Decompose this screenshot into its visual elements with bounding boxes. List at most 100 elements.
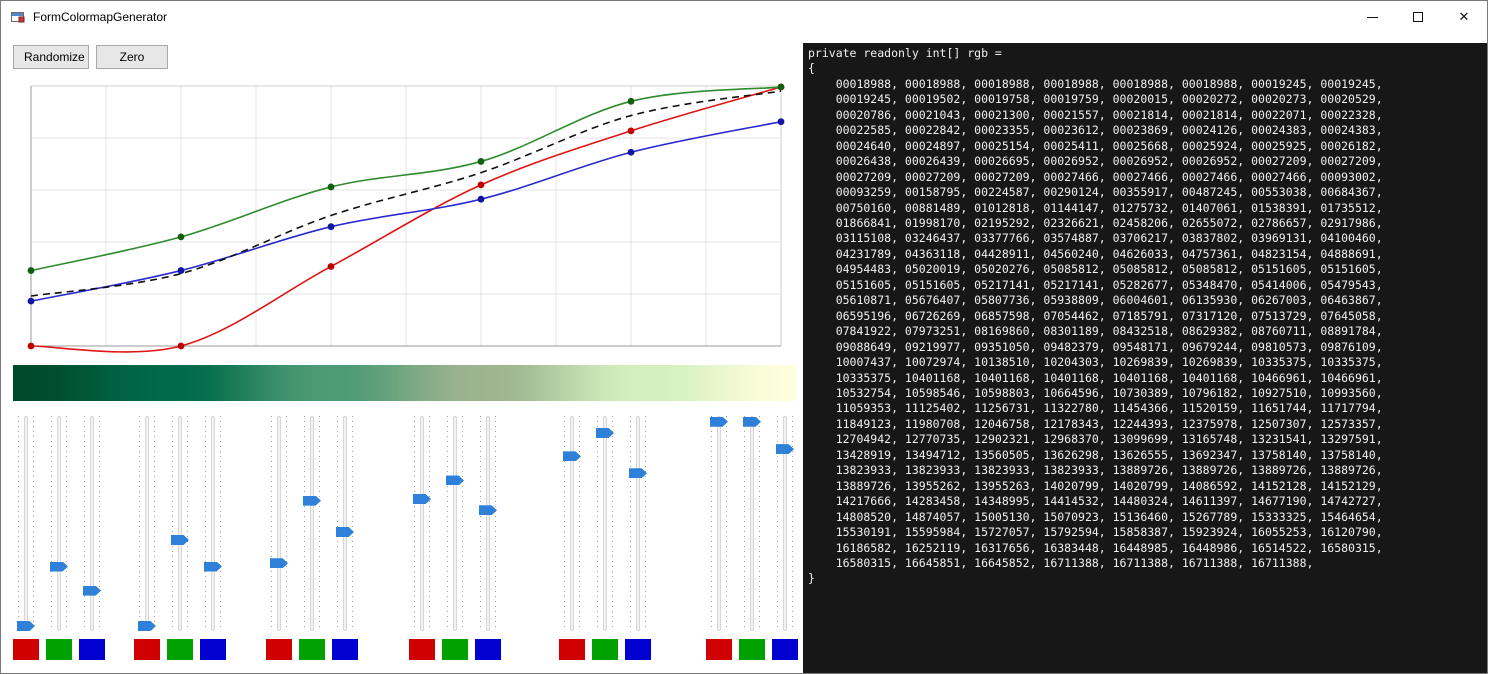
- trackbar-thumb-g4[interactable]: [446, 475, 464, 486]
- trackbar-ticks: [271, 416, 272, 631]
- curve-marker-green-channel: [777, 83, 785, 91]
- swatch-red-2: [134, 639, 160, 660]
- curve-marker-red-channel: [627, 127, 635, 135]
- trackbar-r3[interactable]: [268, 414, 290, 633]
- curve-luminance: [30, 90, 782, 297]
- generated-code-panel[interactable]: private readonly int[] rgb = { 00018988,…: [803, 43, 1487, 673]
- trackbar-r6[interactable]: [708, 414, 730, 633]
- curve-marker-green-channel: [177, 233, 185, 241]
- curve-green-channel: [30, 86, 782, 272]
- trackbar-ticks: [337, 416, 338, 631]
- trackbar-ticks: [597, 416, 598, 631]
- trackbar-thumb-g1[interactable]: [50, 561, 68, 572]
- colormap-preview-bar: [13, 365, 796, 401]
- trackbar-thumb-r2[interactable]: [138, 621, 156, 631]
- randomize-button[interactable]: Randomize: [13, 45, 89, 69]
- trackbar-b3[interactable]: [334, 414, 356, 633]
- zero-button[interactable]: Zero: [96, 45, 168, 69]
- code-text[interactable]: private readonly int[] rgb = { 00018988,…: [808, 46, 1383, 586]
- curve-marker-red-channel: [177, 342, 185, 350]
- trackbar-g6[interactable]: [741, 414, 763, 633]
- trackbar-groove: [603, 416, 607, 631]
- trackbar-b1[interactable]: [81, 414, 103, 633]
- trackbar-thumb-b4[interactable]: [479, 505, 497, 516]
- trackbar-thumb-b6[interactable]: [776, 444, 794, 455]
- trackbar-ticks: [447, 416, 448, 631]
- trackbar-ticks: [645, 416, 646, 631]
- trackbar-ticks: [612, 416, 613, 631]
- trackbar-thumb-r6[interactable]: [710, 416, 728, 427]
- trackbar-groove: [783, 416, 787, 631]
- app-icon: [10, 9, 26, 25]
- trackbar-groove: [420, 416, 424, 631]
- trackbar-ticks: [744, 416, 745, 631]
- trackbar-groove: [57, 416, 61, 631]
- trackbar-thumb-r5[interactable]: [563, 451, 581, 462]
- trackbar-ticks: [759, 416, 760, 631]
- trackbar-ticks: [462, 416, 463, 631]
- trackbar-ticks: [99, 416, 100, 631]
- trackbar-r1[interactable]: [15, 414, 37, 633]
- trackbar-ticks: [319, 416, 320, 631]
- trackbar-ticks: [51, 416, 52, 631]
- curve-marker-green-channel: [27, 267, 35, 274]
- trackbar-g2[interactable]: [169, 414, 191, 633]
- trackbar-thumb-r3[interactable]: [270, 558, 288, 569]
- trackbar-groove: [717, 416, 721, 631]
- swatch-green-1: [46, 639, 72, 660]
- trackbar-g1[interactable]: [48, 414, 70, 633]
- curve-marker-blue-channel: [777, 118, 785, 126]
- trackbar-b5[interactable]: [627, 414, 649, 633]
- trackbar-thumb-g5[interactable]: [596, 428, 614, 439]
- titlebar: FormColormapGenerator ✕: [1, 1, 1487, 33]
- trackbar-thumb-b5[interactable]: [629, 468, 647, 479]
- trackbar-thumb-g6[interactable]: [743, 416, 761, 427]
- trackbar-groove: [570, 416, 574, 631]
- trackbar-r2[interactable]: [136, 414, 158, 633]
- trackbar-b4[interactable]: [477, 414, 499, 633]
- window-controls: ✕: [1349, 1, 1487, 33]
- swatch-blue-2: [200, 639, 226, 660]
- swatch-green-3: [299, 639, 325, 660]
- trackbar-thumb-b1[interactable]: [83, 585, 101, 596]
- trackbar-ticks: [429, 416, 430, 631]
- trackbar-g3[interactable]: [301, 414, 323, 633]
- trackbar-thumb-r4[interactable]: [413, 493, 431, 504]
- trackbar-thumb-b2[interactable]: [204, 561, 222, 572]
- trackbar-groove: [636, 416, 640, 631]
- swatch-blue-4: [475, 639, 501, 660]
- swatch-red-5: [559, 639, 585, 660]
- curve-marker-red-channel: [27, 342, 35, 350]
- trackbar-groove: [310, 416, 314, 631]
- trackbar-g5[interactable]: [594, 414, 616, 633]
- trackbar-ticks: [352, 416, 353, 631]
- trackbar-r4[interactable]: [411, 414, 433, 633]
- trackbar-r5[interactable]: [561, 414, 583, 633]
- trackbar-ticks: [187, 416, 188, 631]
- trackbar-groove: [486, 416, 490, 631]
- trackbar-thumb-g3[interactable]: [303, 495, 321, 506]
- swatch-green-6: [739, 639, 765, 660]
- trackbar-thumb-r1[interactable]: [17, 621, 35, 631]
- curve-marker-blue-channel: [477, 195, 485, 203]
- trackbar-b2[interactable]: [202, 414, 224, 633]
- trackbar-ticks: [792, 416, 793, 631]
- trackbar-ticks: [66, 416, 67, 631]
- close-icon[interactable]: ✕: [1458, 9, 1470, 24]
- curve-marker-blue-channel: [327, 223, 335, 231]
- trackbar-groove: [178, 416, 182, 631]
- trackbar-g4[interactable]: [444, 414, 466, 633]
- trackbar-groove: [211, 416, 215, 631]
- trackbar-ticks: [414, 416, 415, 631]
- trackbar-ticks: [220, 416, 221, 631]
- maximize-icon[interactable]: [1395, 1, 1441, 33]
- trackbar-groove: [277, 416, 281, 631]
- trackbar-b6[interactable]: [774, 414, 796, 633]
- trackbar-thumb-b3[interactable]: [336, 526, 354, 537]
- trackbar-groove: [343, 416, 347, 631]
- colormap-editor-panel: Randomize Zero: [1, 33, 803, 673]
- minimize-icon[interactable]: [1349, 1, 1395, 33]
- swatch-red-3: [266, 639, 292, 660]
- trackbar-groove: [145, 416, 149, 631]
- trackbar-thumb-g2[interactable]: [171, 534, 189, 545]
